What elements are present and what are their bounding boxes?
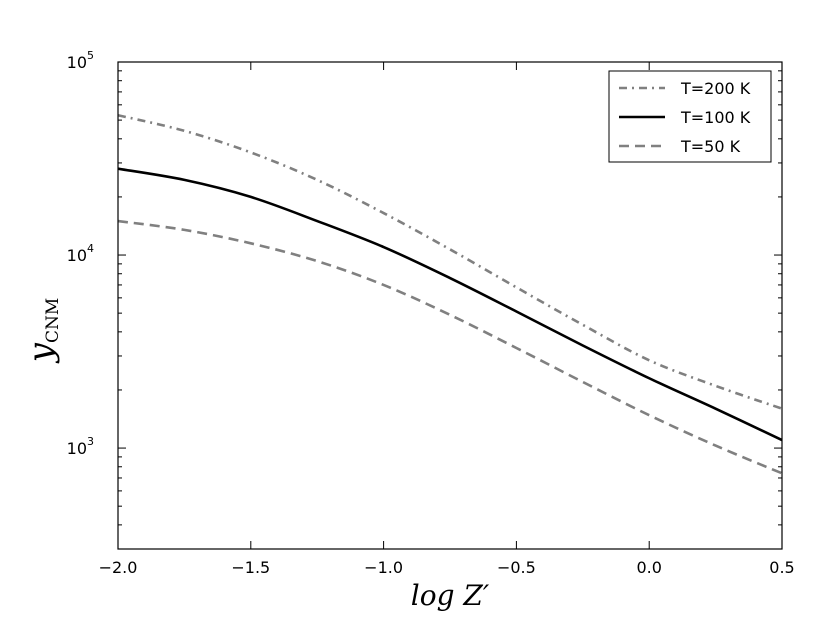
y-tick-label-exponent-0: 3 <box>87 435 94 448</box>
y-tick-label-base-0: 10 <box>67 439 87 458</box>
series-line-2 <box>117 219 783 475</box>
series-line-1 <box>117 167 783 442</box>
y-axis-label-subscript: CNM <box>43 298 63 343</box>
x-tick-label-5: 0.5 <box>769 558 794 577</box>
x-tick-label-0: −2.0 <box>99 558 138 577</box>
legend: T=200 K T=100 K T=50 K <box>608 70 772 163</box>
y-tick-label-base-1: 10 <box>67 246 87 265</box>
x-tick-label-3: −0.5 <box>497 558 536 577</box>
y-tick-label-1: 104 <box>67 242 94 265</box>
legend-label-0: T=200 K <box>680 79 751 98</box>
x-tick-label-1: −1.5 <box>231 558 270 577</box>
legend-label-1: T=100 K <box>680 108 751 127</box>
x-tick-label-2: −1.0 <box>364 558 403 577</box>
y-tick-label-0: 103 <box>67 435 94 458</box>
y-tick-label-exponent-2: 5 <box>87 49 94 62</box>
y-axis-label-main: y <box>21 342 61 364</box>
legend-items: T=200 K T=100 K T=50 K <box>619 79 751 156</box>
y-tick-label-exponent-1: 4 <box>87 242 94 255</box>
legend-label-2: T=50 K <box>680 137 741 156</box>
y-axis-label: yCNM <box>21 298 63 365</box>
x-axis-label: log Z′ <box>411 579 490 612</box>
y-tick-label-2: 105 <box>67 49 94 72</box>
series-layer <box>117 113 783 475</box>
plot-area-frame <box>117 61 783 550</box>
y-tick-label-base-2: 10 <box>67 53 87 72</box>
x-tick-label-4: 0.0 <box>636 558 661 577</box>
